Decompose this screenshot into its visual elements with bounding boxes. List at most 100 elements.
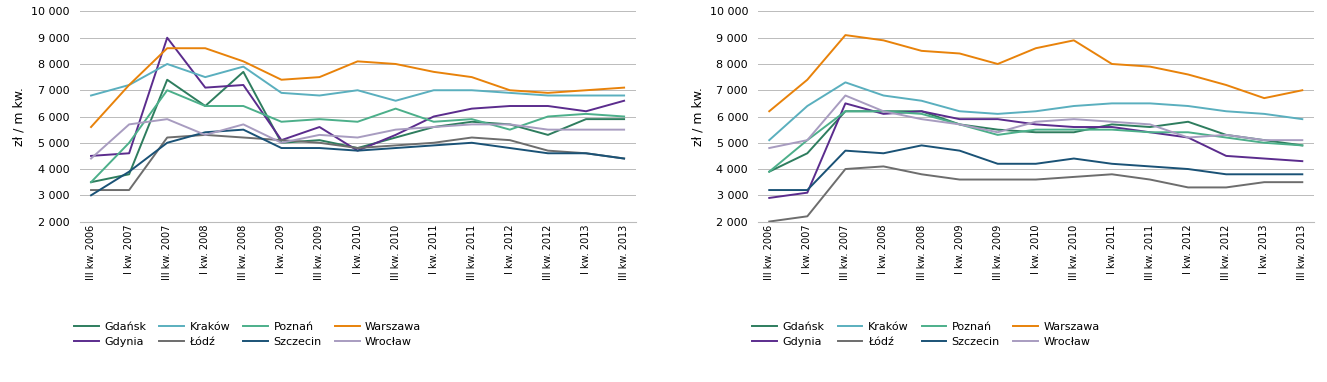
Warszawa: [1294, 88, 1310, 92]
Poznań: [121, 141, 137, 145]
Warszawa: [799, 78, 815, 82]
Wrocław: [799, 138, 815, 142]
Kraków: [387, 99, 403, 103]
Wrocław: [1294, 138, 1310, 142]
Gdańsk: [159, 78, 175, 82]
Łódź: [502, 138, 518, 142]
Szczecin: [762, 188, 778, 193]
Wrocław: [349, 135, 365, 140]
Kraków: [540, 93, 556, 98]
Łódź: [121, 188, 137, 193]
Gdańsk: [762, 169, 778, 174]
Gdańsk: [1028, 130, 1044, 134]
Gdynia: [1028, 122, 1044, 127]
Szczecin: [1028, 162, 1044, 166]
Warszawa: [349, 59, 365, 64]
Szczecin: [1180, 167, 1196, 171]
Łódź: [198, 133, 214, 137]
Gdańsk: [84, 180, 100, 185]
Warszawa: [951, 51, 967, 56]
Gdynia: [387, 133, 403, 137]
Gdynia: [837, 101, 853, 106]
Gdynia: [990, 117, 1006, 121]
Warszawa: [464, 75, 480, 79]
Gdańsk: [951, 122, 967, 127]
Łódź: [762, 219, 778, 224]
Szczecin: [235, 127, 251, 132]
Łódź: [1180, 185, 1196, 190]
Gdynia: [464, 106, 480, 111]
Łódź: [235, 135, 251, 140]
Warszawa: [1066, 38, 1082, 43]
Gdańsk: [502, 122, 518, 127]
Warszawa: [273, 78, 289, 82]
Poznań: [84, 180, 100, 185]
Line: Wrocław: Wrocław: [770, 96, 1302, 148]
Gdańsk: [198, 104, 214, 108]
Wrocław: [540, 127, 556, 132]
Line: Poznań: Poznań: [770, 111, 1302, 172]
Łódź: [990, 177, 1006, 182]
Szczecin: [273, 146, 289, 151]
Szczecin: [540, 151, 556, 155]
Wrocław: [426, 125, 442, 129]
Szczecin: [799, 188, 815, 193]
Warszawa: [540, 91, 556, 95]
Gdańsk: [121, 172, 137, 176]
Line: Łódź: Łódź: [92, 135, 624, 190]
Gdynia: [540, 104, 556, 108]
Gdynia: [502, 104, 518, 108]
Kraków: [198, 75, 214, 79]
Szczecin: [198, 130, 214, 134]
Szczecin: [837, 148, 853, 153]
Poznań: [762, 169, 778, 174]
Line: Gdańsk: Gdańsk: [92, 72, 624, 182]
Łódź: [913, 172, 929, 176]
Kraków: [1104, 101, 1120, 106]
Kraków: [1218, 109, 1234, 113]
Szczecin: [1294, 172, 1310, 176]
Gdańsk: [540, 133, 556, 137]
Warszawa: [1180, 72, 1196, 77]
Poznań: [951, 122, 967, 127]
Poznań: [1180, 130, 1196, 134]
Gdańsk: [799, 151, 815, 155]
Warszawa: [1218, 83, 1234, 87]
Kraków: [913, 99, 929, 103]
Poznań: [1104, 127, 1120, 132]
Line: Szczecin: Szczecin: [770, 146, 1302, 190]
Łódź: [540, 148, 556, 153]
Warszawa: [387, 62, 403, 66]
Legend: Gdańsk, Gdynia, Kraków, Łódź, Poznań, Szczecin, Warszawa, Wrocław: Gdańsk, Gdynia, Kraków, Łódź, Poznań, Sz…: [74, 322, 421, 347]
Poznań: [312, 117, 328, 121]
Szczecin: [616, 156, 632, 161]
Line: Kraków: Kraków: [92, 64, 624, 101]
Gdańsk: [1218, 133, 1234, 137]
Gdynia: [913, 109, 929, 113]
Line: Łódź: Łódź: [770, 167, 1302, 222]
Y-axis label: zł / m kw.: zł / m kw.: [691, 87, 705, 146]
Poznań: [540, 114, 556, 119]
Szczecin: [502, 146, 518, 151]
Poznań: [1294, 143, 1310, 148]
Szczecin: [349, 148, 365, 153]
Gdańsk: [312, 138, 328, 142]
Poznań: [799, 138, 815, 142]
Kraków: [799, 104, 815, 108]
Warszawa: [1257, 96, 1273, 100]
Line: Gdynia: Gdynia: [92, 38, 624, 156]
Warszawa: [502, 88, 518, 92]
Szczecin: [121, 169, 137, 174]
Line: Gdańsk: Gdańsk: [770, 111, 1302, 172]
Gdynia: [616, 99, 632, 103]
Gdańsk: [1257, 138, 1273, 142]
Warszawa: [159, 46, 175, 50]
Gdańsk: [1143, 125, 1158, 129]
Łódź: [426, 141, 442, 145]
Kraków: [1066, 104, 1082, 108]
Kraków: [159, 62, 175, 66]
Łódź: [1028, 177, 1044, 182]
Gdynia: [579, 109, 594, 113]
Szczecin: [426, 143, 442, 148]
Wrocław: [312, 133, 328, 137]
